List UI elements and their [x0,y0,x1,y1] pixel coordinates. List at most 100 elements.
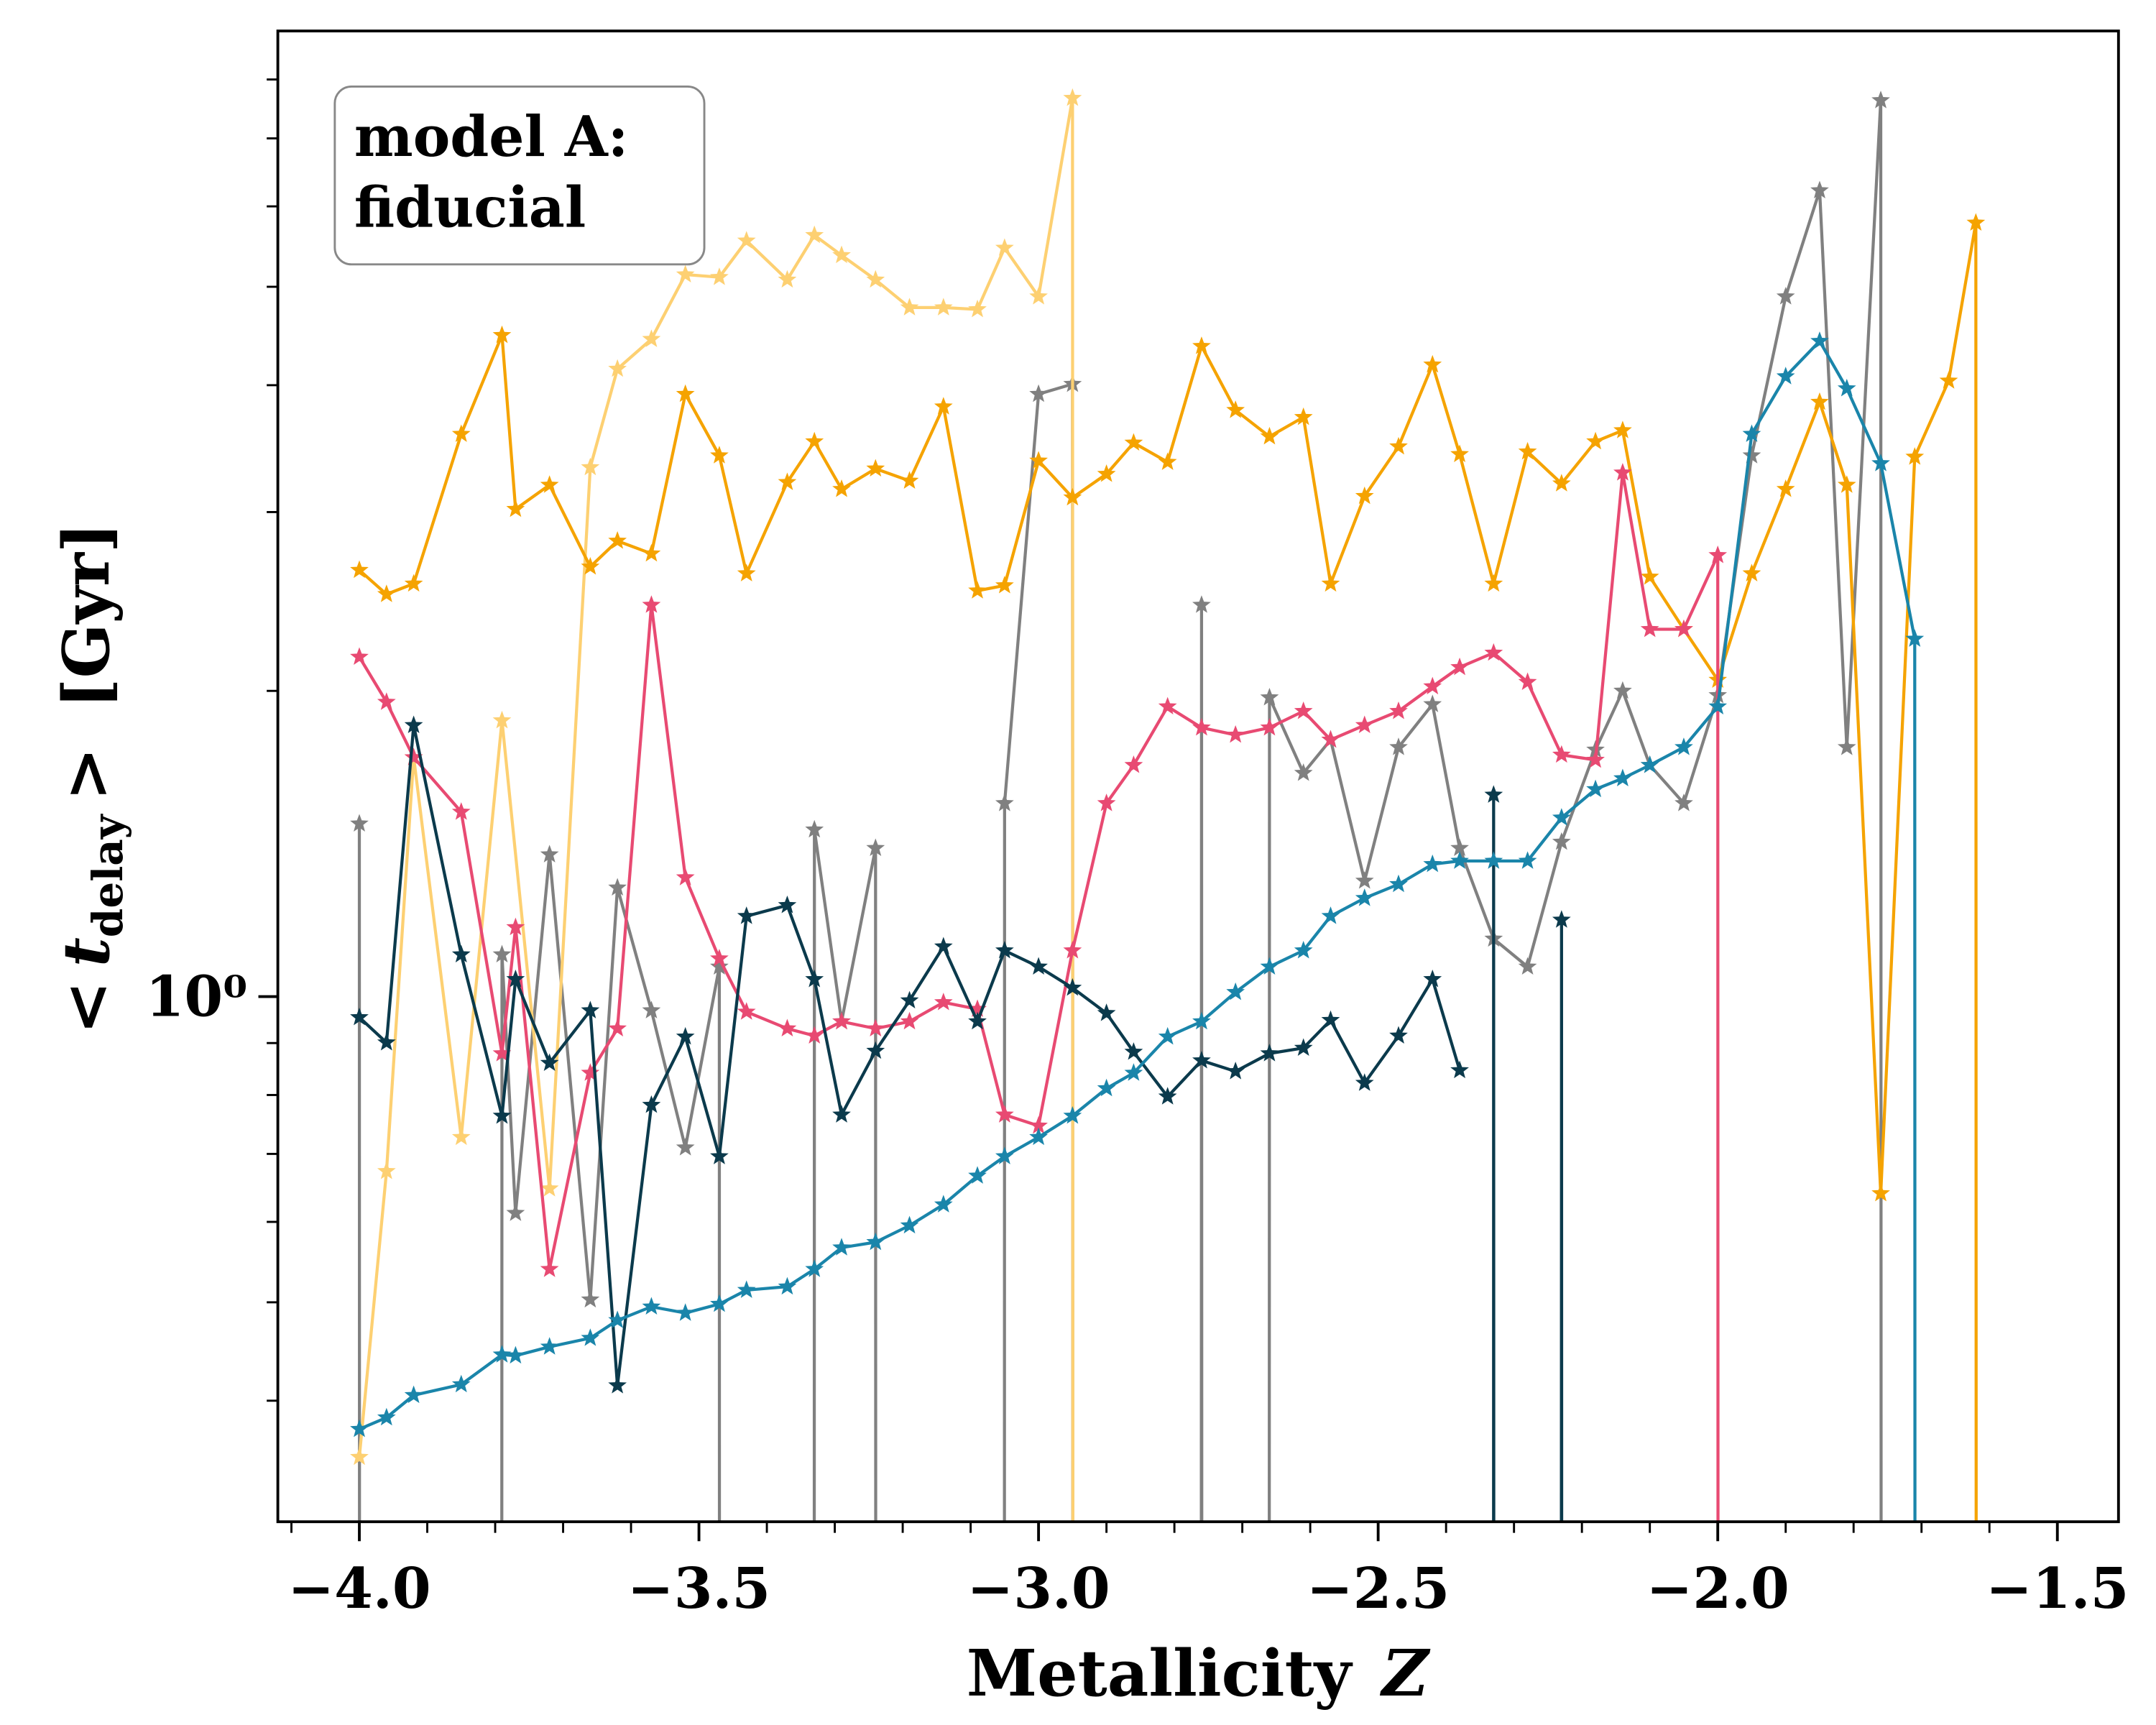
star-marker [506,1203,525,1221]
star-marker [995,576,1014,594]
star-marker [1966,213,1986,231]
star-marker [1450,851,1469,869]
star-marker [1423,676,1442,695]
star-marker [1389,874,1408,893]
star-marker [608,359,627,377]
star-marker [1355,888,1374,906]
star-marker [1905,629,1925,647]
star-marker [778,1276,797,1295]
star-marker [1192,1051,1211,1069]
star-marker [805,431,824,450]
star-marker [1742,564,1761,581]
star-marker [1192,717,1211,736]
star-marker [1321,574,1340,592]
star-marker [540,1053,559,1072]
star-marker [737,564,756,581]
star-marker [1484,574,1503,592]
star-marker [492,710,512,729]
star-marker [404,574,423,592]
star-marker [1423,354,1442,373]
star-marker [968,581,987,599]
star-marker [608,531,627,549]
star-marker [1586,431,1605,450]
star-marker [608,1018,627,1037]
star-marker [608,1376,627,1394]
star-marker [805,1026,824,1044]
star-marker [1484,785,1503,803]
star-marker [1837,737,1856,755]
star-marker [1260,957,1279,975]
star-marker [492,325,512,344]
star-marker [1939,371,1958,389]
star-marker [1097,1003,1116,1021]
star-marker [540,1179,559,1197]
star-marker [1518,851,1537,869]
star-marker [866,838,885,857]
star-marker [1192,1011,1211,1030]
star-marker [377,692,396,710]
axes-frame [276,29,2120,1524]
star-marker [581,557,600,575]
star-marker [1674,619,1693,638]
star-marker [934,298,953,316]
star-marker [1552,808,1571,826]
star-marker [934,937,953,954]
star-marker [832,1011,851,1030]
star-marker [581,1289,600,1308]
star-marker [608,878,627,896]
star-marker [1029,451,1048,469]
star-marker [1552,474,1571,492]
star-marker [1776,367,1795,385]
star-marker [710,1294,729,1312]
star-marker [492,1106,512,1124]
star-marker [1124,1042,1143,1060]
star-marker [1871,1183,1890,1202]
y-axis-label: < tdelay > [Gyr] [49,523,132,1034]
star-marker [377,1162,396,1179]
star-marker [1871,91,1890,109]
star-marker [1674,737,1693,755]
star-marker [506,969,525,988]
star-marker [350,647,369,665]
star-marker [866,1232,885,1251]
star-marker [995,1146,1014,1164]
star-marker [506,1346,525,1364]
star-marker [676,1026,695,1045]
star-marker [492,944,512,963]
star-marker [1158,452,1177,470]
star-marker [676,868,695,886]
x-tick-label: −1.5 [1986,1556,2129,1622]
star-marker [805,819,824,838]
star-marker [1063,1106,1082,1124]
star-marker [1450,444,1469,462]
star-marker [1294,701,1313,719]
x-label-var: Z [1380,1636,1431,1711]
star-marker [710,949,729,967]
star-marker [1124,755,1143,773]
star-marker [1810,331,1829,349]
star-marker [1158,1087,1177,1105]
star-marker [451,424,471,442]
star-marker [1905,447,1925,465]
star-marker [737,1002,756,1020]
star-marker [1613,768,1632,786]
star-marker [642,595,661,613]
star-marker [1389,737,1408,755]
star-marker [581,1063,600,1081]
star-marker [900,471,919,489]
star-marker [778,1018,797,1037]
star-marker [832,245,851,264]
x-tick-label: −2.0 [1646,1556,1789,1622]
star-marker [506,917,525,936]
star-marker [832,1238,851,1256]
x-tick-label: −4.0 [287,1556,430,1622]
star-marker [1640,755,1659,773]
star-marker [676,264,695,282]
star-marker [404,1385,423,1404]
star-marker [1063,940,1082,959]
star-marker [1097,464,1116,482]
star-marker [832,479,851,497]
y-label-var: t [49,937,124,967]
